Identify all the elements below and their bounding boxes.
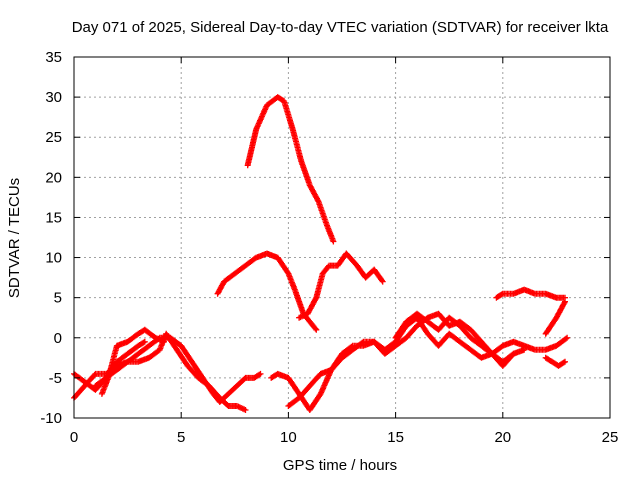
data-marks xyxy=(92,334,264,405)
y-tick-label: 20 xyxy=(45,169,62,186)
data-marks xyxy=(98,326,167,397)
x-axis-ticks: 0 5 10 15 20 25 xyxy=(70,57,619,446)
y-tick-label: 25 xyxy=(45,129,62,146)
y-tick-label: 15 xyxy=(45,209,62,226)
data-marks xyxy=(542,298,568,337)
chart-title: Day 071 of 2025, Sidereal Day-to-day VTE… xyxy=(72,19,609,36)
series-track-12 xyxy=(542,354,568,369)
y-tick-label: 35 xyxy=(45,49,62,66)
data-points xyxy=(71,94,571,413)
x-tick-label: 0 xyxy=(70,429,78,446)
data-marks xyxy=(244,94,337,245)
series-track-5 xyxy=(214,250,320,333)
data-marks xyxy=(392,310,517,365)
series-track-10 xyxy=(392,310,517,365)
data-marks xyxy=(214,250,320,333)
x-tick-label: 5 xyxy=(177,429,185,446)
y-tick-label: -5 xyxy=(49,370,62,387)
data-marks xyxy=(493,286,568,301)
data-marks xyxy=(296,250,386,321)
x-tick-label: 20 xyxy=(494,429,511,446)
x-axis-label: GPS time / hours xyxy=(283,457,397,474)
y-tick-label: -10 xyxy=(40,410,62,427)
series-track-13 xyxy=(542,298,568,337)
y-axis-label: SDTVAR / TECUs xyxy=(6,178,23,298)
series-track-11 xyxy=(493,286,568,301)
y-tick-label: 30 xyxy=(45,89,62,106)
series-track-7 xyxy=(296,250,386,321)
grid-lines xyxy=(74,57,610,418)
data-marks xyxy=(542,354,568,369)
x-tick-label: 15 xyxy=(387,429,404,446)
x-tick-label: 10 xyxy=(280,429,297,446)
x-tick-label: 25 xyxy=(602,429,619,446)
series-track-3 xyxy=(92,334,264,405)
y-axis-ticks: -10 -5 0 5 10 15 20 25 30 35 xyxy=(40,49,610,427)
y-tick-label: 10 xyxy=(45,250,62,267)
y-tick-label: 0 xyxy=(54,330,62,347)
plot-frame xyxy=(73,56,611,419)
series-track-6 xyxy=(244,94,337,245)
series-track-4 xyxy=(98,326,167,397)
y-tick-label: 5 xyxy=(54,290,62,307)
